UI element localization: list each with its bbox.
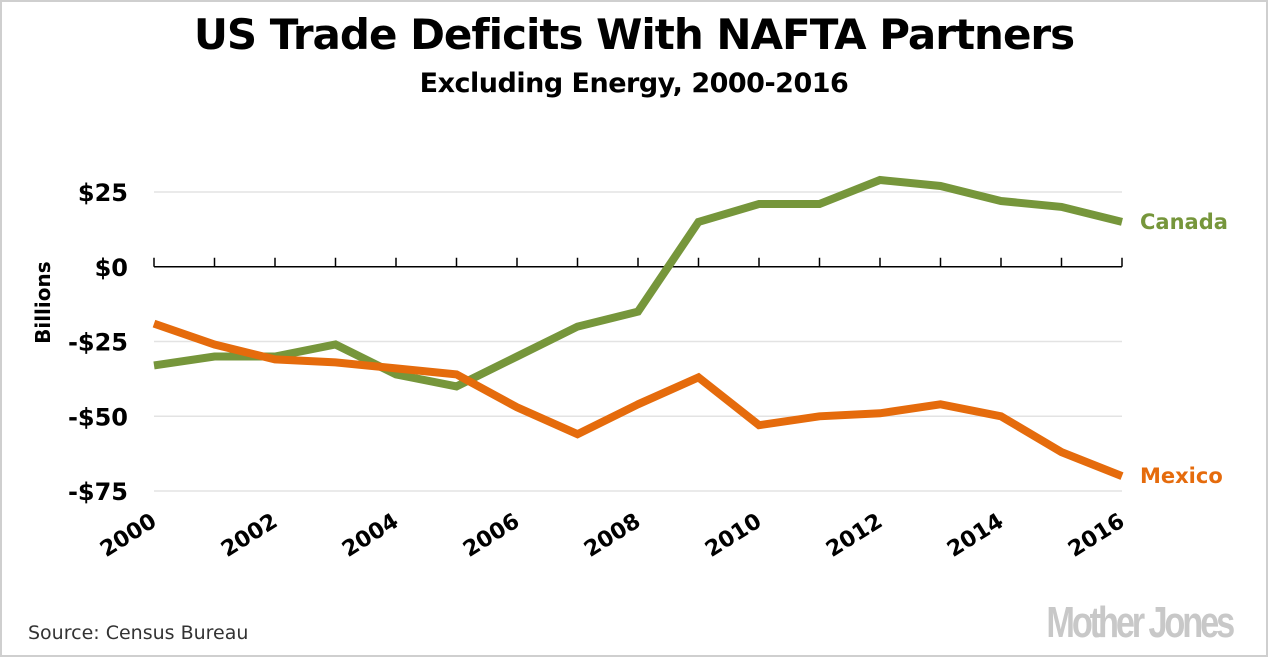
series-line-canada <box>153 175 1123 391</box>
chart-title: US Trade Deficits With NAFTA Partners <box>193 10 1075 59</box>
y-tick-label: -$25 <box>68 329 128 357</box>
x-tick-label: 2014 <box>943 509 1008 563</box>
source-note: Source: Census Bureau <box>28 622 249 644</box>
x-tick-label: 2000 <box>96 509 161 563</box>
y-tick-label: -$50 <box>68 403 128 431</box>
chart-subtitle: Excluding Energy, 2000-2016 <box>419 68 849 99</box>
mother-jones-logo: Mother Jones <box>1046 598 1235 647</box>
x-tick-label: 2002 <box>217 509 282 563</box>
x-tick-label: 2004 <box>338 509 403 563</box>
y-tick-label: $0 <box>95 254 128 282</box>
x-tick-label: 2010 <box>701 509 766 563</box>
x-tick-label: 2008 <box>580 509 645 563</box>
series-line-mexico <box>152 319 1124 480</box>
y-tick-label: -$75 <box>68 478 128 506</box>
series-label-canada: Canada <box>1140 210 1228 234</box>
series-label-mexico: Mexico <box>1140 464 1223 488</box>
x-tick-label: 2012 <box>822 509 887 563</box>
x-tick-label: 2016 <box>1064 509 1129 563</box>
y-tick-label: $25 <box>78 179 128 207</box>
y-axis-title: Billions <box>31 261 55 344</box>
x-tick-label: 2006 <box>459 509 524 563</box>
